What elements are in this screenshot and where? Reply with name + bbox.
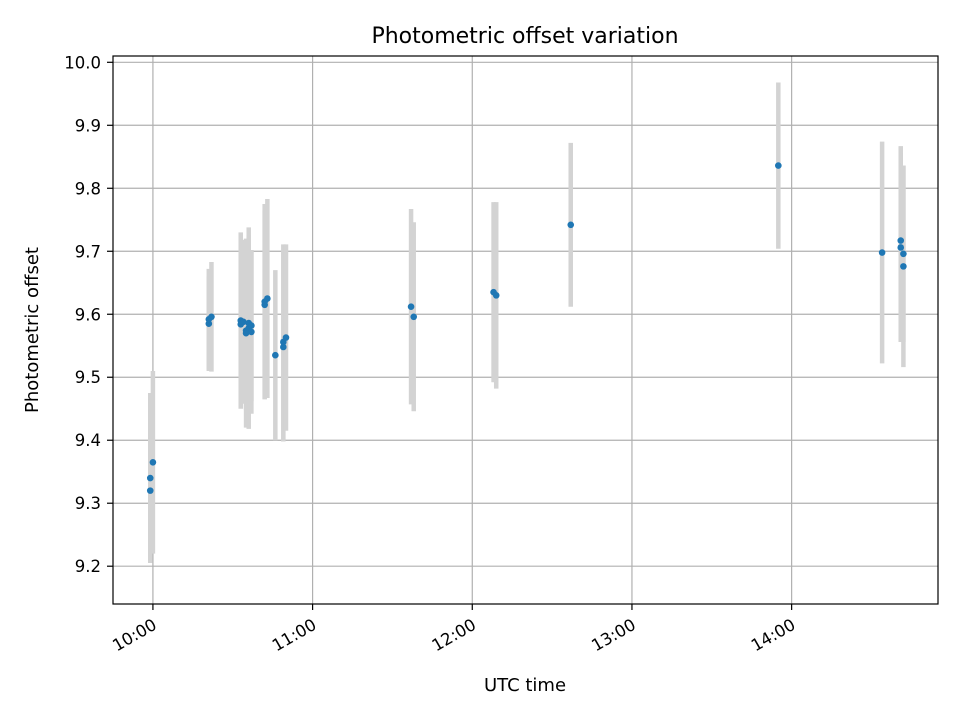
- data-point: [492, 292, 500, 299]
- data-point: [248, 322, 255, 329]
- data-point: [282, 334, 290, 341]
- data-point: [280, 343, 287, 351]
- data-point: [146, 474, 154, 482]
- data-point: [149, 458, 157, 466]
- y-tick-label: 10.0: [64, 53, 101, 72]
- data-point: [878, 249, 886, 256]
- y-tick-label: 9.8: [75, 179, 101, 198]
- y-tick-label: 9.4: [75, 431, 101, 450]
- data-point: [242, 329, 250, 337]
- plot-area: [113, 56, 938, 604]
- data-point: [410, 313, 418, 321]
- data-point: [208, 313, 215, 321]
- data-point: [240, 318, 247, 326]
- data-point: [775, 162, 782, 169]
- plot-frame: [112, 55, 939, 605]
- data-point: [407, 303, 415, 310]
- data-point: [900, 250, 907, 258]
- data-point: [264, 295, 271, 302]
- data-point: [897, 244, 905, 251]
- y-tick-label: 9.6: [75, 305, 101, 324]
- data-point: [248, 328, 255, 336]
- x-axis-label: UTC time: [484, 675, 566, 696]
- y-tick-label: 9.7: [75, 242, 101, 261]
- y-axis-label: Photometric offset: [22, 247, 43, 413]
- y-tick-label: 9.2: [75, 557, 101, 576]
- y-tick-label: 9.9: [75, 116, 101, 135]
- point-layer: [146, 162, 907, 494]
- data-point: [900, 263, 907, 270]
- data-point: [146, 487, 154, 494]
- y-tick-label: 9.5: [75, 368, 101, 387]
- data-point: [897, 237, 905, 244]
- data-point: [567, 221, 575, 229]
- chart-title: Photometric offset variation: [371, 24, 678, 49]
- data-point: [272, 351, 279, 359]
- y-tick-label: 9.3: [75, 494, 101, 513]
